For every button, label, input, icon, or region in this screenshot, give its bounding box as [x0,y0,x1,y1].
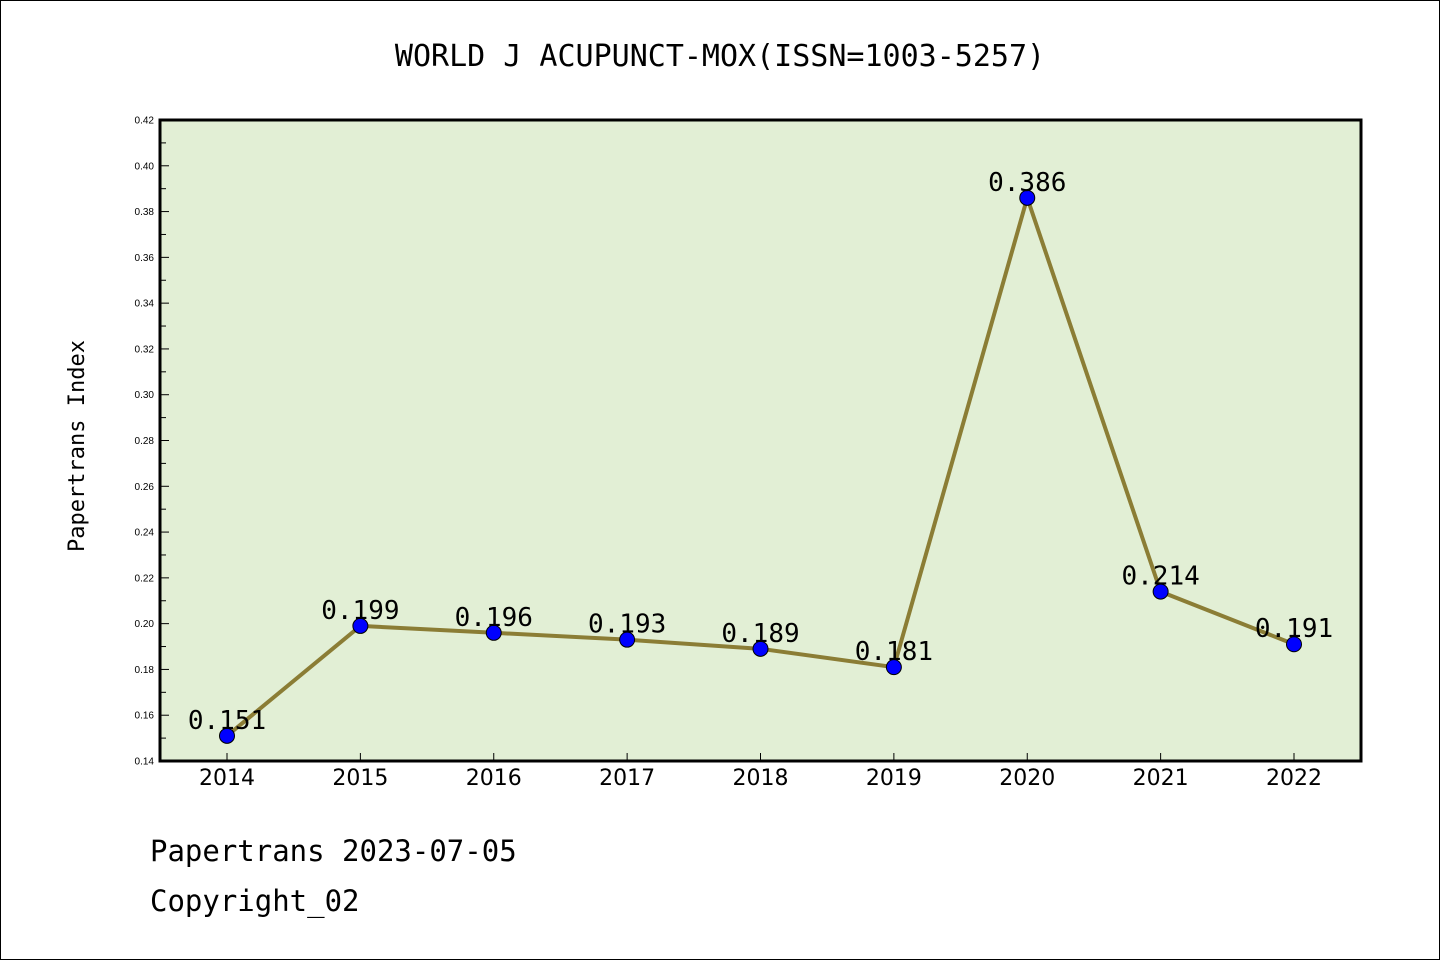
data-point [1286,636,1302,653]
series-group: 0.151 0.199 0.196 0.193 0.189 0.181 0.386 0.214… [188,168,1333,744]
data-point [752,640,769,657]
x-tick-label: 2022 [1266,766,1322,791]
footer-copyright: Copyright_02 [150,884,360,918]
x-tick-label: 2014 [199,766,255,791]
y-tick-label: 0.36 [135,253,155,264]
y-tick-label: 0.42 [135,116,155,127]
y-tick-label: 0.16 [135,711,155,722]
data-label: 0.181 [855,637,933,667]
data-label: 0.214 [1121,562,1199,592]
data-label: 0.193 [588,610,666,640]
y-tick-label: 0.40 [135,161,155,172]
data-label: 0.151 [188,706,266,736]
y-tick-label: 0.34 [135,299,155,310]
data-label: 0.199 [321,596,399,626]
footer-date: Papertrans 2023-07-05 [150,834,517,868]
axis-ticks: 0.14 0.16 0.18 0.20 0.22 0.24 0.26 0.28 0.30 0.32… [135,116,1322,792]
y-tick-label: 0.30 [135,390,155,401]
y-tick-label: 0.20 [135,619,155,630]
y-tick-label: 0.32 [135,344,155,355]
data-label: 0.189 [721,619,799,649]
y-tick-label: 0.18 [135,665,155,676]
data-point [352,617,369,634]
data-point [219,727,235,744]
y-axis-label: Papertrans Index [65,340,90,552]
data-label: 0.196 [455,603,533,633]
data-point [619,631,636,648]
data-point [1152,583,1169,600]
plot-area [160,120,1361,761]
x-tick-label: 2019 [866,766,922,791]
data-label: 0.191 [1255,614,1333,644]
chart-title: WORLD J ACUPUNCT-MOX(ISSN=1003-5257) [395,39,1045,74]
data-point [1019,189,1036,206]
y-tick-label: 0.38 [135,207,155,218]
y-tick-label: 0.26 [135,482,155,493]
y-tick-label: 0.24 [135,528,155,539]
x-tick-label: 2021 [1133,766,1189,791]
y-tick-label: 0.28 [135,436,155,447]
data-point [485,624,502,641]
y-tick-label: 0.14 [135,757,155,768]
x-tick-label: 2020 [999,766,1055,791]
plot-border [158,118,1363,763]
x-tick-label: 2015 [332,766,388,791]
y-tick-label: 0.22 [135,573,155,584]
x-tick-label: 2016 [466,766,522,791]
x-tick-label: 2018 [733,766,789,791]
x-tick-label: 2017 [599,766,655,791]
data-point [885,659,902,676]
data-label: 0.386 [988,168,1066,198]
